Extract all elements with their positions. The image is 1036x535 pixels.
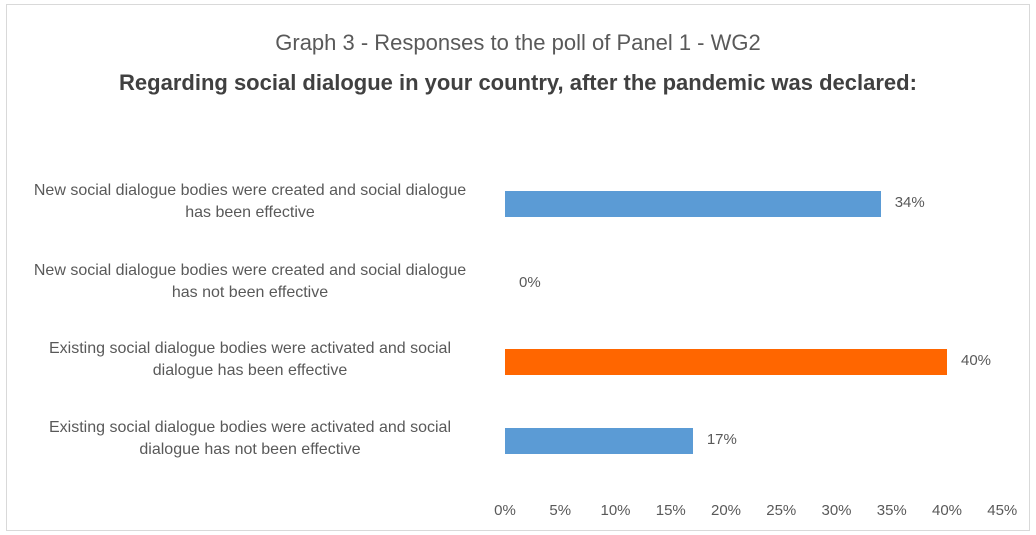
bar — [505, 349, 947, 375]
x-tick-label: 25% — [766, 502, 797, 519]
category-label: New social dialogue bodies were created … — [33, 182, 467, 221]
chart-title: Graph 3 - Responses to the poll of Panel… — [275, 30, 761, 55]
category-label: Existing social dialogue bodies were act… — [48, 340, 451, 379]
data-label: 17% — [706, 431, 737, 448]
x-tick-label: 20% — [710, 502, 742, 519]
x-tick-label: 0% — [494, 502, 516, 519]
data-label: 40% — [961, 352, 992, 369]
x-tick-label: 40% — [931, 502, 963, 519]
x-tick-label: 35% — [876, 502, 907, 519]
x-tick-label: 10% — [600, 502, 631, 519]
bar — [505, 191, 881, 217]
x-tick-label: 5% — [549, 502, 572, 519]
chart-subtitle: Regarding social dialogue in your countr… — [119, 70, 917, 95]
category-label: New social dialogue bodies were created … — [33, 262, 467, 301]
category-label: Existing social dialogue bodies were act… — [48, 419, 451, 458]
data-label: 34% — [894, 194, 925, 211]
x-tick-label: 30% — [821, 502, 852, 519]
x-tick-label: 15% — [655, 502, 686, 519]
data-label: 0% — [519, 274, 541, 291]
x-tick-label: 45% — [987, 502, 1018, 519]
bar — [505, 428, 693, 454]
